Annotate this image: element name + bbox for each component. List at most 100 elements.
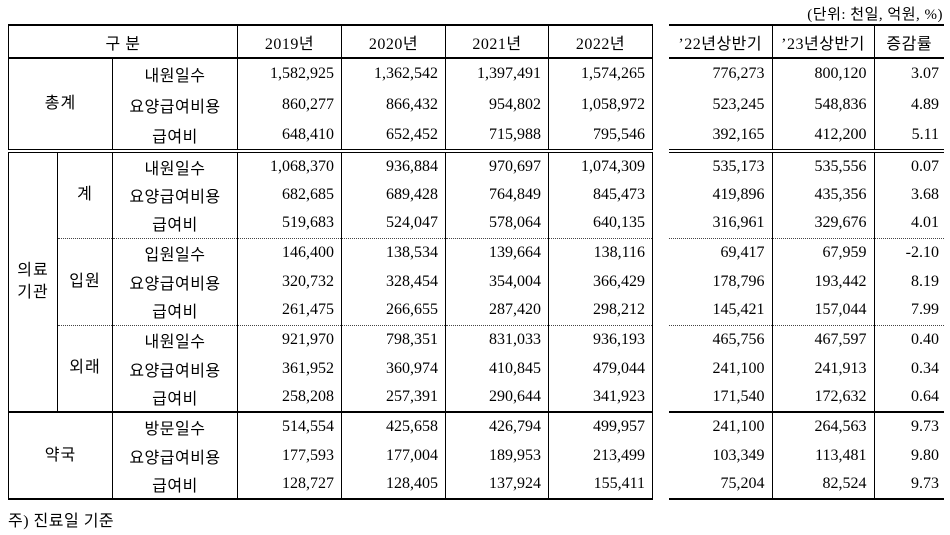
value-cell: 137,924 — [445, 470, 549, 499]
value-cell: 329,676 — [772, 209, 875, 238]
value-cell: 412,200 — [772, 120, 875, 151]
table-row: 523,245 548,836 4.89 — [669, 89, 944, 120]
value-cell: 328,454 — [341, 267, 446, 296]
row-item-label: 급여비 — [112, 470, 238, 499]
table-row: 입원 입원일수 146,400 138,534 139,664 138,116 — [9, 237, 653, 325]
value-cell: 465,756 — [669, 324, 773, 354]
value-cell: 360,974 — [341, 354, 446, 383]
value-cell: 138,534 — [341, 237, 446, 267]
value-cell: 652,452 — [341, 120, 446, 151]
value-cell: 860,277 — [237, 89, 342, 120]
half-year-stats-table: ’22년상반기 ’23년상반기 증감률 776,273 800,120 3.07… — [669, 24, 944, 500]
value-cell: 128,405 — [341, 470, 446, 499]
value-cell: 392,165 — [669, 120, 773, 151]
table-row: 급여비 258,208 257,391 290,644 341,923 — [9, 383, 653, 412]
value-cell: 155,411 — [548, 470, 653, 499]
value-cell: 548,836 — [772, 89, 875, 120]
value-cell: 287,420 — [445, 296, 549, 325]
table-row: 외래 내원일수 921,970 798,351 831,033 936,193 — [9, 324, 653, 412]
rate-cell: 0.07 — [874, 149, 944, 180]
table-row: 241,100 241,913 0.34 — [669, 354, 944, 383]
value-cell: 426,794 — [445, 411, 549, 441]
tables-container: 구 분 2019년 2020년 2021년 2022년 총계 내원일수 1,58… — [8, 24, 944, 500]
table-row: 535,173 535,556 0.07 — [669, 149, 944, 180]
table-row: 약국 방문일수 514,554 425,658 426,794 499,957 — [8, 411, 653, 499]
value-cell: 715,988 — [445, 120, 549, 151]
rate-cell: 9.73 — [911, 475, 939, 492]
value-cell: 1,068,370 — [237, 149, 342, 180]
rate-header: 증감률 — [874, 25, 944, 59]
value-cell: 264,563 — [772, 411, 875, 441]
value-cell: 67,959 — [772, 237, 875, 267]
rate-cell: 5.11 — [911, 125, 939, 143]
row-item-label: 요양급여비용 — [112, 354, 238, 383]
value-cell: 970,697 — [445, 149, 549, 180]
value-cell: 831,033 — [445, 324, 549, 354]
table-row: 392,165 412,200 5.11 — [669, 120, 944, 151]
value-cell: 467,597 — [772, 324, 875, 354]
year-header-2019: 2019년 — [237, 25, 342, 59]
table-row: 의료 기관 계 내원일수 1,068,370 936,884 970,697 1… — [8, 149, 653, 412]
value-cell: 241,913 — [772, 354, 875, 383]
value-cell: 535,173 — [669, 149, 773, 180]
row-item-label: 급여비 — [112, 209, 238, 238]
row-item-label: 내원일수 — [112, 58, 238, 89]
value-cell: 354,004 — [445, 267, 549, 296]
value-cell: 1,362,542 — [341, 58, 446, 89]
year-header-2022: 2022년 — [548, 25, 653, 59]
footnote: 주) 진료일 기준 — [8, 513, 115, 530]
value-cell: 172,632 — [772, 383, 875, 412]
half-header-23: ’23년상반기 — [772, 25, 875, 59]
value-cell: 425,658 — [341, 411, 446, 441]
value-cell: 410,845 — [445, 354, 549, 383]
table-row: 171,540 172,632 0.64 — [669, 383, 944, 412]
value-cell: 138,116 — [548, 237, 653, 267]
rate-cell: 9.73 — [874, 411, 944, 441]
rate-cell: 4.01 — [911, 214, 939, 232]
row-item-label: 내원일수 — [112, 149, 238, 180]
table-row: 요양급여비용 682,685 689,428 764,849 845,473 — [9, 180, 653, 209]
yearly-stats-table: 구 분 2019년 2020년 2021년 2022년 총계 내원일수 1,58… — [8, 24, 653, 500]
row-item-label: 내원일수 — [112, 324, 238, 354]
group-label-medical: 의료 기관 — [8, 149, 58, 412]
row-item-label: 입원일수 — [112, 237, 238, 267]
value-cell: 578,064 — [445, 209, 549, 238]
value-cell: 921,970 — [237, 324, 342, 354]
table-row: 요양급여비용 361,952 360,974 410,845 479,044 — [9, 354, 653, 383]
rate-cell: 3.07 — [911, 65, 939, 82]
value-cell: 366,429 — [548, 267, 653, 296]
unit-label: (단위: 천일, 억원, %) — [807, 7, 943, 23]
value-cell: 682,685 — [237, 180, 342, 209]
value-cell: 177,004 — [341, 441, 446, 470]
value-cell: 1,574,265 — [548, 58, 653, 89]
subgroup-label-total: 계 — [57, 149, 113, 238]
row-item-label: 요양급여비용 — [112, 180, 238, 209]
value-cell: 341,923 — [548, 383, 653, 412]
row-item-label: 요양급여비용 — [112, 441, 238, 470]
value-cell: 128,727 — [237, 470, 342, 499]
value-cell: 69,417 — [669, 237, 773, 267]
value-cell: 257,391 — [341, 383, 446, 412]
table-row: 316,961 329,676 4.01 — [669, 209, 944, 238]
year-header-2020: 2020년 — [341, 25, 446, 59]
group-label-pharmacy: 약국 — [8, 411, 113, 499]
table-row: 급여비 128,727 128,405 137,924 155,411 — [9, 470, 653, 499]
value-cell: 1,074,309 — [548, 149, 653, 180]
value-cell: 241,100 — [669, 354, 773, 383]
table-row: 요양급여비용 860,277 866,432 954,802 1,058,972 — [9, 89, 653, 120]
category-header: 구 분 — [8, 25, 238, 59]
value-cell: 258,208 — [237, 383, 342, 412]
table-header-row: 구 분 2019년 2020년 2021년 2022년 — [8, 25, 653, 59]
value-cell: 776,273 — [669, 58, 773, 89]
year-header-2021: 2021년 — [445, 25, 549, 59]
table-row: 급여비 261,475 266,655 287,420 298,212 — [9, 296, 653, 325]
value-cell: 1,582,925 — [237, 58, 342, 89]
row-item-label: 방문일수 — [112, 411, 238, 441]
value-cell: 640,135 — [548, 209, 653, 238]
subgroup-label-outpatient: 외래 — [57, 324, 113, 412]
value-cell: 435,356 — [772, 180, 875, 209]
rate-cell: -2.10 — [874, 237, 944, 267]
table-row: 419,896 435,356 3.68 — [669, 180, 944, 209]
value-cell: 171,540 — [669, 383, 773, 412]
